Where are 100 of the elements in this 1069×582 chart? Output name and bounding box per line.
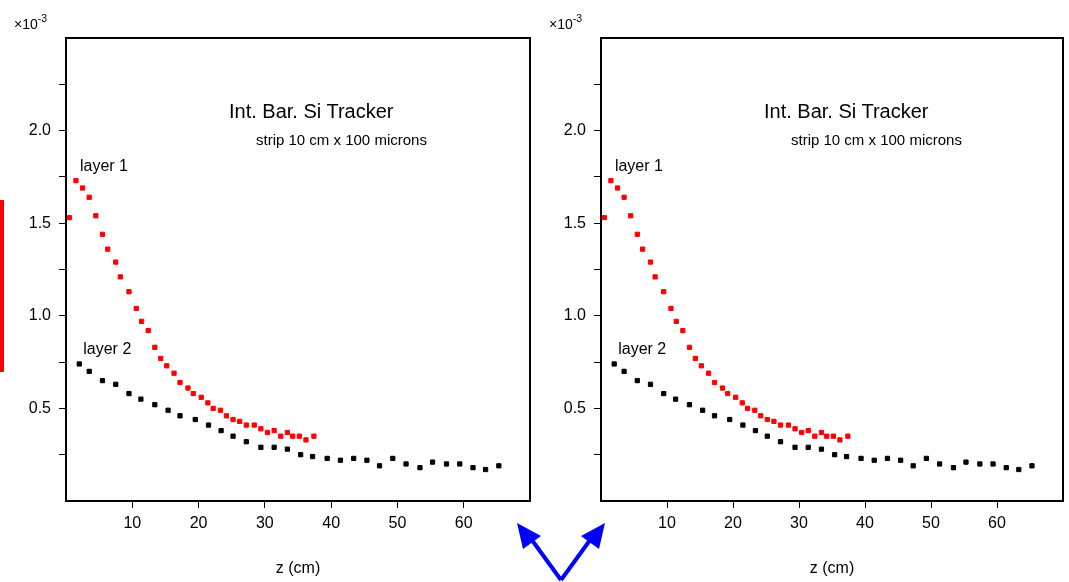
x-tick-label: 10 (658, 514, 676, 532)
point (230, 433, 236, 439)
text: Int. Bar. Si Tracker (229, 100, 394, 122)
point (133, 305, 139, 312)
y-tick-label: 1.5 (563, 213, 587, 231)
point (337, 457, 344, 463)
point (290, 433, 296, 439)
point (785, 422, 792, 428)
x-tick-label: 30 (255, 514, 274, 532)
point (264, 429, 271, 436)
point (812, 433, 818, 439)
x-tick-label: 50 (388, 514, 407, 532)
point (271, 444, 277, 450)
point (303, 437, 309, 443)
point (1016, 466, 1022, 473)
point (99, 378, 106, 384)
point (668, 305, 674, 312)
point (284, 429, 291, 436)
point (698, 363, 704, 369)
x-tick-label: 30 (790, 514, 808, 532)
y-tick-label: 2.0 (563, 121, 587, 139)
point (158, 355, 164, 362)
point (700, 407, 706, 413)
point (824, 433, 830, 439)
point (673, 318, 679, 324)
point (792, 426, 798, 432)
point (76, 361, 82, 367)
point (771, 418, 777, 424)
point (230, 416, 236, 423)
y-tick-label: 0.5 (28, 398, 52, 416)
point (977, 461, 983, 467)
point (99, 231, 106, 237)
point (936, 461, 943, 467)
series-label: layer 2 (618, 339, 667, 357)
text: strip 10 cm x 100 microns (791, 131, 962, 148)
series-label: layer 2 (83, 339, 132, 357)
point (739, 400, 745, 406)
x-tick-label: 40 (322, 514, 341, 532)
point (792, 444, 798, 450)
text: strip 10 cm x 100 microns (256, 131, 427, 148)
point (661, 289, 667, 295)
point (611, 361, 617, 367)
point (93, 213, 99, 219)
point (192, 416, 198, 423)
point (845, 433, 851, 439)
point (390, 455, 396, 462)
point (950, 465, 957, 471)
point (278, 433, 284, 439)
y-tick-label: 1.5 (28, 213, 52, 231)
point (733, 394, 739, 400)
point (152, 344, 158, 350)
point (830, 433, 836, 439)
point (165, 407, 171, 413)
point (686, 402, 693, 408)
point (621, 194, 627, 200)
point (258, 444, 264, 450)
point (152, 402, 158, 408)
point (777, 422, 784, 428)
point (482, 466, 489, 473)
point (243, 422, 249, 428)
point (705, 370, 712, 376)
point (608, 177, 614, 184)
point (832, 452, 838, 458)
point (298, 452, 304, 458)
point (496, 463, 502, 469)
point (910, 463, 916, 469)
x-tick-label: 60 (988, 514, 1006, 532)
point (218, 428, 224, 434)
point (614, 185, 621, 191)
point (647, 259, 654, 265)
point (777, 439, 784, 445)
point (752, 428, 759, 434)
point (871, 457, 877, 463)
point (138, 396, 144, 402)
point (686, 344, 693, 350)
point (210, 405, 216, 412)
point (243, 439, 249, 445)
point (634, 378, 640, 384)
point (296, 433, 302, 439)
x-tick-label: 60 (454, 514, 473, 532)
point (417, 465, 423, 471)
x-tick-label: 20 (724, 514, 742, 532)
point (271, 428, 277, 434)
x-tick-label: 50 (922, 514, 940, 532)
point (764, 433, 770, 439)
point (105, 246, 111, 252)
point (164, 363, 170, 369)
point (364, 457, 370, 463)
point (818, 429, 825, 436)
point (628, 213, 634, 219)
x-axis-title: z (cm) (809, 558, 855, 576)
point (843, 453, 850, 460)
point (1003, 465, 1009, 471)
point (177, 413, 183, 419)
point (198, 394, 204, 400)
point (258, 426, 264, 432)
point (818, 446, 825, 452)
point (177, 379, 183, 386)
point (73, 177, 79, 184)
point (443, 461, 450, 467)
